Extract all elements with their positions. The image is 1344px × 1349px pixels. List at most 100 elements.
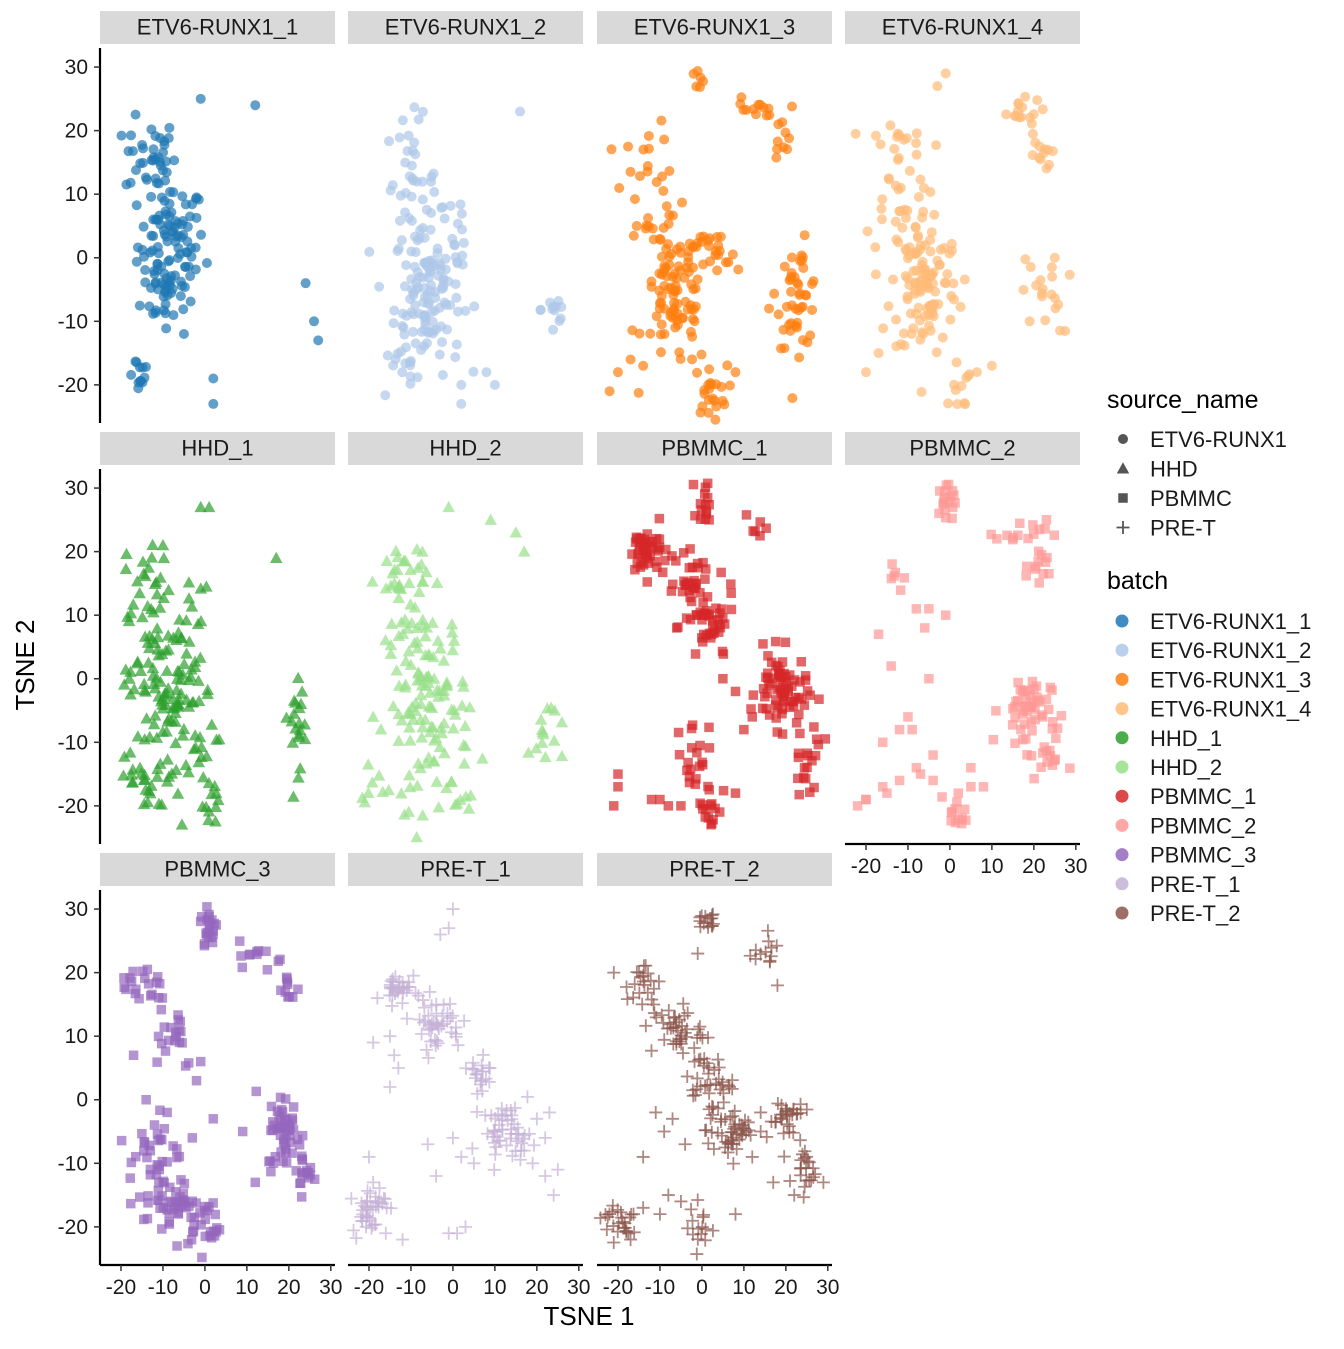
data-point xyxy=(802,762,812,773)
data-point xyxy=(777,708,787,719)
data-point xyxy=(379,1226,393,1240)
data-point xyxy=(182,766,195,778)
data-point xyxy=(178,304,189,315)
data-point xyxy=(469,301,480,312)
data-point xyxy=(1038,712,1048,722)
data-point xyxy=(988,734,999,745)
data-point xyxy=(692,238,703,249)
data-point xyxy=(695,607,705,618)
data-point xyxy=(704,743,715,753)
data-point xyxy=(177,657,191,670)
data-point xyxy=(901,133,912,144)
data-point xyxy=(688,479,699,490)
data-point xyxy=(159,1022,170,1032)
data-point xyxy=(270,1151,281,1162)
y-tick-label: 10 xyxy=(65,1025,88,1048)
data-point xyxy=(684,238,695,249)
data-point xyxy=(186,1212,196,1223)
data-point xyxy=(1023,685,1033,695)
data-point xyxy=(207,937,218,948)
data-point xyxy=(170,699,184,711)
shape-legend-label: PRE-T xyxy=(1150,516,1216,541)
data-point xyxy=(675,241,686,252)
data-point xyxy=(153,1185,164,1196)
data-point xyxy=(278,1121,288,1131)
data-point xyxy=(168,1141,178,1151)
data-point xyxy=(906,328,917,339)
data-point xyxy=(200,750,213,762)
facet-strip xyxy=(597,11,832,44)
data-point xyxy=(912,247,923,258)
data-point xyxy=(366,776,379,788)
data-point xyxy=(379,634,392,646)
shape-legend-label: HHD xyxy=(1150,457,1198,482)
data-point xyxy=(201,687,214,700)
data-point xyxy=(638,144,649,155)
data-point xyxy=(505,1149,519,1163)
facet-panel: ETV6-RUNX1_3 xyxy=(597,11,832,425)
data-point xyxy=(155,1105,165,1116)
data-point xyxy=(698,557,708,568)
data-point xyxy=(489,379,500,390)
data-point xyxy=(797,1190,811,1204)
data-point xyxy=(916,386,927,397)
data-point xyxy=(162,1157,172,1167)
data-point xyxy=(127,598,140,610)
data-point xyxy=(771,152,782,163)
data-point xyxy=(534,713,548,725)
data-point xyxy=(917,327,928,338)
data-point xyxy=(889,143,900,154)
data-point xyxy=(480,1127,494,1141)
data-point xyxy=(527,1138,541,1152)
data-point xyxy=(669,268,680,279)
data-point xyxy=(395,714,409,726)
data-point xyxy=(955,301,966,312)
data-point xyxy=(947,513,957,524)
data-point xyxy=(903,712,913,722)
data-point xyxy=(439,213,450,224)
data-point xyxy=(699,489,710,499)
data-point xyxy=(197,771,210,783)
data-point xyxy=(118,750,131,762)
data-point xyxy=(425,720,438,732)
data-point xyxy=(154,571,167,583)
data-point xyxy=(883,301,894,312)
x-tick-label: 20 xyxy=(277,1276,300,1299)
data-point xyxy=(656,297,667,308)
data-point xyxy=(607,1236,621,1250)
data-point xyxy=(659,134,670,145)
x-tick-label: -20 xyxy=(106,1276,136,1299)
data-point xyxy=(421,1137,435,1151)
data-point xyxy=(690,511,700,521)
data-point xyxy=(600,1222,614,1236)
data-point xyxy=(771,695,781,705)
data-point xyxy=(946,238,957,249)
x-tick-label: -20 xyxy=(354,1276,384,1299)
data-point xyxy=(163,1197,174,1208)
data-point xyxy=(401,260,412,271)
facet-strip-label: HHD_1 xyxy=(181,436,253,461)
data-point xyxy=(1021,571,1031,581)
data-point xyxy=(713,240,724,251)
data-point xyxy=(1027,128,1038,139)
data-point xyxy=(349,1231,363,1245)
data-point xyxy=(406,191,417,202)
data-point xyxy=(662,1003,676,1017)
data-point xyxy=(438,746,451,759)
data-point xyxy=(172,665,186,677)
data-point xyxy=(640,538,651,549)
data-point xyxy=(138,683,151,696)
data-point xyxy=(701,1136,715,1150)
color-legend-key xyxy=(1115,848,1129,862)
data-point xyxy=(748,526,758,536)
data-point xyxy=(691,1232,705,1246)
data-point xyxy=(794,289,805,300)
data-point xyxy=(157,165,168,176)
data-point xyxy=(130,109,141,120)
data-point xyxy=(370,991,384,1005)
data-point xyxy=(397,115,408,126)
data-point xyxy=(703,1078,717,1092)
data-point xyxy=(427,754,441,766)
data-point xyxy=(362,1150,376,1164)
data-point xyxy=(167,631,180,643)
